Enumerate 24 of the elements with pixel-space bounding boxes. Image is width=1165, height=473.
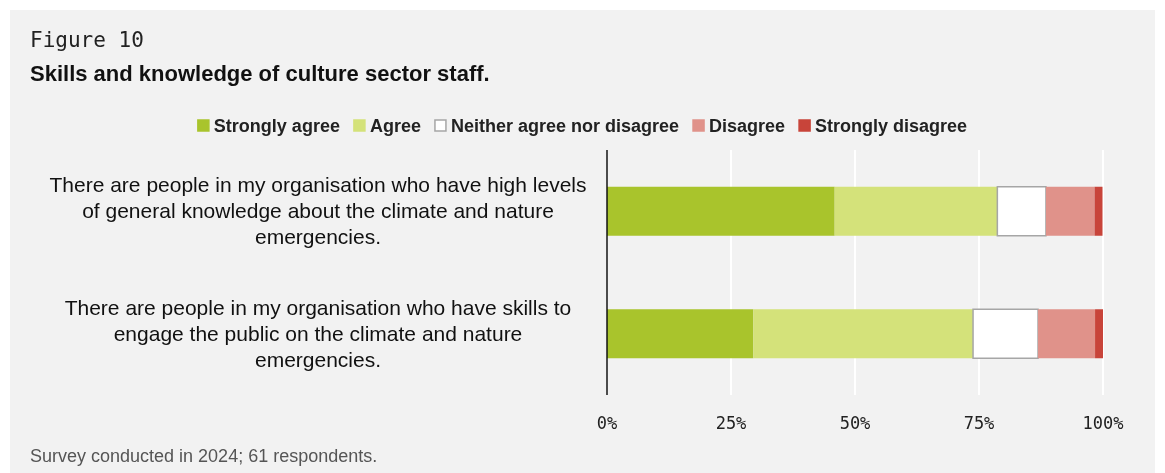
bar [834, 186, 998, 236]
x-tick-label: 100% [1082, 413, 1124, 433]
bar [607, 186, 835, 236]
y-tick-label: There are people in my organisation who have skills to engage the public on the climate and nature emergencies. [64, 295, 572, 371]
y-tick-label: There are people in my organisation who have high levels of general knowledge about the climate and nature emergencies. [49, 173, 587, 249]
legend-label: Neither agree nor disagree [450, 116, 680, 136]
text: Survey conducted in 2024; 61 respondents. [30, 446, 378, 466]
legend-label: Strongly agree [213, 116, 340, 136]
x-tick-label: 75% [963, 413, 995, 433]
bar [753, 309, 974, 359]
x-tick-label: 0% [596, 413, 618, 433]
legend-label: Agree [369, 116, 421, 136]
bar [1045, 186, 1095, 236]
bar [1094, 186, 1103, 236]
bar [996, 186, 1047, 237]
bar [607, 309, 754, 359]
legend-label: Strongly disagree [815, 116, 968, 136]
x-tick-label: 50% [839, 413, 871, 433]
legend-label: Disagree [709, 116, 786, 136]
x-tick-label: 25% [715, 413, 747, 433]
bar [1095, 309, 1103, 359]
bar [1038, 309, 1096, 359]
text: Figure 10 [30, 28, 144, 52]
text: Skills and knowledge of culture sector staff. [30, 61, 490, 86]
